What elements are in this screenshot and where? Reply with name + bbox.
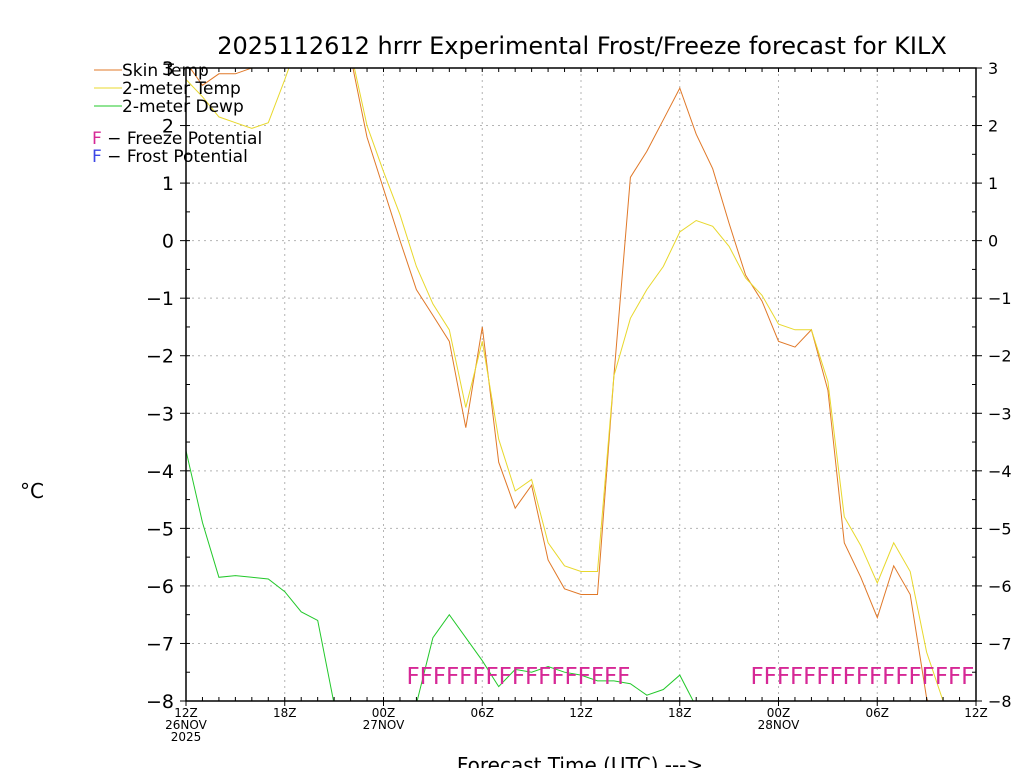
- y-tick-label-right: 2: [988, 117, 998, 136]
- x-tick-date-label: 28NOV: [758, 718, 800, 732]
- y-tick-label-left: −4: [146, 461, 174, 483]
- legend-frost-symbol: F: [92, 147, 102, 167]
- x-tick-label: 12Z: [569, 706, 593, 720]
- freeze-marker: F: [764, 664, 777, 690]
- freeze-marker: F: [829, 664, 842, 690]
- freeze-marker: F: [604, 664, 617, 690]
- legend-frost-text: − Frost Potential: [102, 147, 248, 167]
- y-tick-label-left: −6: [146, 576, 174, 598]
- x-tick-label: 18Z: [273, 706, 297, 720]
- y-tick-label-left: −5: [146, 518, 174, 540]
- y-tick-label-right: 0: [988, 232, 998, 251]
- series-line-2-meter-dewp: [186, 450, 694, 701]
- y-tick-label-left: 1: [162, 173, 174, 195]
- y-axis-label: °C: [20, 479, 44, 503]
- x-tick-label: 18Z: [668, 706, 692, 720]
- x-tick-label: 06Z: [471, 706, 495, 720]
- y-tick-label-left: −3: [146, 403, 174, 425]
- freeze-marker: F: [578, 664, 591, 690]
- axes: −8 −8 −7 −7 −6 −6 −5 −5 −4 −4 −3 −3 −2 −2 −1 −1 0 0 1 1 2 2 3 3…: [146, 58, 1012, 744]
- freeze-marker: F: [750, 664, 763, 690]
- series-line-skin-temp: [189, 68, 929, 701]
- x-tick-label: 00Z: [767, 706, 791, 720]
- freeze-marker: F: [803, 664, 816, 690]
- x-tick-date-label: 2025: [171, 730, 202, 744]
- legend-freeze-symbol: F: [92, 129, 102, 149]
- legend-freeze-text: − Freeze Potential: [102, 129, 262, 149]
- y-tick-label-right: 3: [988, 59, 998, 78]
- y-tick-label-right: −5: [988, 519, 1012, 538]
- freeze-marker: F: [472, 664, 485, 690]
- y-tick-label-right: −4: [988, 462, 1012, 481]
- y-tick-label-right: 1: [988, 174, 998, 193]
- freeze-marker: F: [869, 664, 882, 690]
- y-tick-label-left: 2: [162, 116, 174, 138]
- freeze-marker: F: [512, 664, 525, 690]
- y-tick-label-left: −8: [146, 691, 174, 713]
- freeze-marker: F: [499, 664, 512, 690]
- x-tick-label: 00Z: [372, 706, 396, 720]
- freeze-marker: F: [565, 664, 578, 690]
- legend-frost-potential: F − Frost Potential: [92, 147, 248, 167]
- legend-label-skin-temp: Skin Temp: [122, 61, 209, 81]
- freeze-marker: F: [856, 664, 869, 690]
- y-tick-label-left: 0: [162, 231, 174, 253]
- freeze-marker: F: [843, 664, 856, 690]
- freeze-marker: F: [617, 664, 630, 690]
- y-tick-label-right: −2: [988, 347, 1012, 366]
- legend-freeze-potential: F − Freeze Potential: [92, 129, 262, 149]
- freeze-marker: F: [922, 664, 935, 690]
- chart-title: 2025112612 hrrr Experimental Frost/Freez…: [217, 32, 947, 60]
- x-tick-date-label: 26NOV: [165, 718, 207, 732]
- freeze-marker: F: [935, 664, 948, 690]
- y-tick-label-right: −1: [988, 289, 1012, 308]
- y-tick-label-left: −1: [146, 288, 174, 310]
- freeze-marker: F: [486, 664, 499, 690]
- freeze-marker: F: [446, 664, 459, 690]
- freeze-marker: F: [538, 664, 551, 690]
- freeze-marker: F: [591, 664, 604, 690]
- x-axis-label: Forecast Time (UTC) --->: [457, 753, 703, 768]
- y-tick-label-left: −7: [146, 633, 174, 655]
- x-tick-label: 06Z: [866, 706, 890, 720]
- freeze-marker: F: [407, 664, 420, 690]
- freeze-marker: F: [895, 664, 908, 690]
- data-series: [186, 68, 944, 701]
- y-tick-label-right: −3: [988, 404, 1012, 423]
- freeze-marker: F: [790, 664, 803, 690]
- freeze-marker: F: [420, 664, 433, 690]
- legend: Skin Temp 2-meter Temp 2-meter Dewp F − …: [92, 61, 262, 167]
- x-tick-date-label: 27NOV: [363, 718, 405, 732]
- freeze-marker: F: [551, 664, 564, 690]
- y-tick-label-left: 3: [162, 58, 174, 80]
- freeze-marker: F: [459, 664, 472, 690]
- freeze-marker: F: [882, 664, 895, 690]
- series-line-2-meter-temp: [186, 68, 944, 701]
- freeze-marker: F: [816, 664, 829, 690]
- freeze-marker: F: [777, 664, 790, 690]
- legend-label-2m-temp: 2-meter Temp: [122, 79, 241, 99]
- freeze-marker: F: [948, 664, 961, 690]
- x-tick-label: 12Z: [174, 706, 198, 720]
- y-tick-label-right: −8: [988, 692, 1012, 711]
- y-tick-label-right: −7: [988, 634, 1012, 653]
- freeze-marker: F: [525, 664, 538, 690]
- y-tick-label-right: −6: [988, 577, 1012, 596]
- freeze-marker: F: [433, 664, 446, 690]
- y-tick-label-left: −2: [146, 346, 174, 368]
- freeze-marker: F: [908, 664, 921, 690]
- freeze-marker: F: [961, 664, 974, 690]
- x-tick-label: 12Z: [964, 706, 988, 720]
- legend-label-2m-dewp: 2-meter Dewp: [122, 97, 244, 117]
